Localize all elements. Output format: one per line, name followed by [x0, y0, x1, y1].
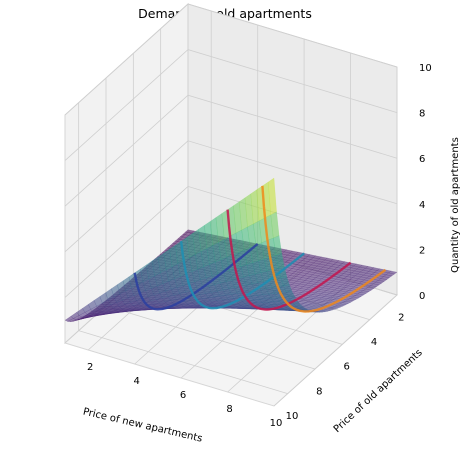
z-tick-label: 0: [419, 291, 425, 302]
curve-lines: [133, 185, 387, 313]
y-tick-label: 6: [343, 362, 349, 373]
surface-cell: [370, 283, 380, 287]
grid-line-z: [64, 49, 398, 161]
surface-cell: [341, 301, 352, 304]
surface-cell: [267, 177, 277, 216]
y-tick-label: 4: [371, 337, 377, 348]
z-tick-label: 6: [419, 154, 425, 165]
surface-cell: [362, 288, 372, 292]
surface-cell: [324, 308, 333, 311]
x-tick-label: 10: [270, 418, 283, 429]
y-axis-label: Price of old apartments: [332, 347, 425, 435]
surface-cell: [367, 285, 378, 289]
curve-line-2: [179, 241, 305, 310]
x-tick-label: 4: [133, 376, 139, 387]
surface-cell: [283, 284, 293, 293]
grid-line-z: [64, 3, 398, 116]
grid-line-z: [64, 94, 398, 207]
surface-cell: [344, 299, 355, 303]
y-tick-label: 2: [398, 312, 404, 323]
z-tick-label: 8: [419, 109, 425, 120]
y-tick-label: 8: [316, 386, 322, 397]
curve-line-3: [226, 209, 352, 311]
x-tick-label: 6: [180, 390, 186, 401]
demand-surface: [64, 177, 398, 323]
grid-line-z: [64, 185, 398, 298]
grid-line-y: [105, 305, 316, 370]
axis-panes: [64, 2, 398, 407]
surface-cell: [359, 290, 370, 294]
surface-cell: [329, 307, 339, 310]
z-axis-label: Quantity of old apartments: [450, 137, 461, 273]
surface-cell: [354, 293, 365, 297]
surface-cell: [352, 295, 362, 299]
z-tick-label: 10: [419, 63, 432, 74]
x-tick-label: 2: [87, 362, 93, 373]
surface-cell: [285, 290, 295, 298]
grid-line-z: [64, 140, 398, 253]
curve-line-1: [133, 242, 259, 311]
x-axis-label: Price of new apartments: [82, 406, 204, 444]
surface-cell: [273, 235, 282, 256]
z-tick-label: 2: [419, 245, 425, 256]
curve-line-4: [261, 185, 387, 313]
surface-cell: [357, 292, 367, 296]
surface-cell: [365, 287, 375, 291]
surface-cell: [327, 308, 336, 311]
surface-cell: [383, 274, 393, 279]
tick-labels: 2 4 6 8 10 2 4 6 8 10 0 2 4 6 8 10: [87, 63, 432, 429]
x-tick-label: 8: [226, 404, 232, 415]
surface-cell: [385, 272, 395, 277]
z-tick-label: 4: [419, 200, 425, 211]
y-tick-label: 10: [286, 411, 299, 422]
grid-line-y: [78, 330, 288, 395]
